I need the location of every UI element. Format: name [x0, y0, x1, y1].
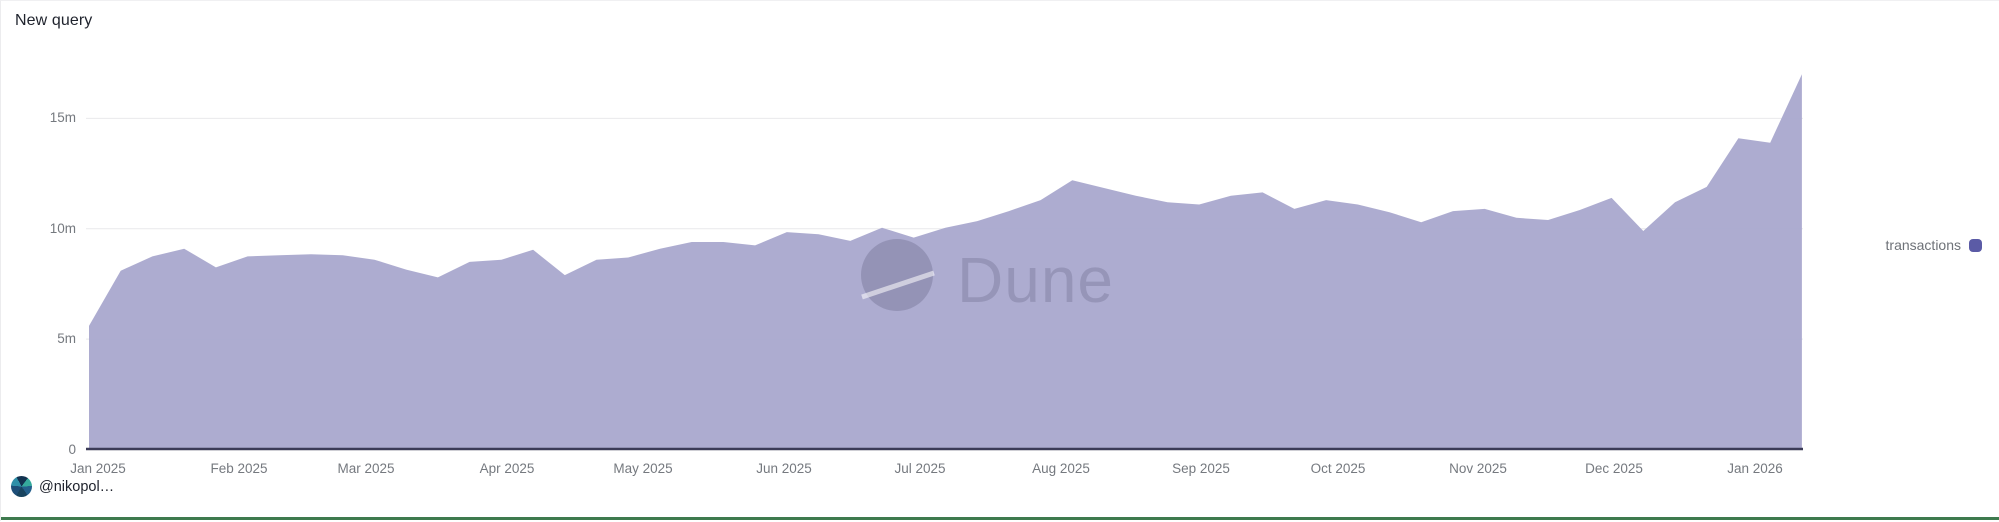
author-footer: @nikopol…	[11, 476, 114, 497]
legend-label: transactions	[1885, 237, 1961, 253]
legend: transactions	[1886, 237, 1982, 253]
y-axis-tick-label: 0	[68, 442, 76, 457]
x-axis-tick-label: Jul 2025	[894, 461, 946, 476]
dune-logo-slash	[861, 270, 935, 300]
x-axis-tick-label: Apr 2025	[479, 461, 535, 476]
x-axis-tick-label: Nov 2025	[1449, 461, 1507, 476]
x-axis-tick-label: Jan 2025	[70, 461, 126, 476]
dune-watermark: Dune	[861, 239, 1114, 316]
x-axis-tick-label: Sep 2025	[1172, 461, 1230, 476]
y-axis-tick-label: 15m	[49, 110, 76, 125]
bottom-accent-divider	[1, 517, 1999, 520]
y-axis-tick-label: 10m	[49, 221, 76, 236]
area-series-transactions[interactable]	[89, 74, 1802, 450]
x-axis-tick-label: Mar 2025	[337, 461, 395, 476]
x-axis-tick-label: Feb 2025	[210, 461, 268, 476]
x-axis-tick-label: Aug 2025	[1032, 461, 1090, 476]
legend-item-transactions[interactable]: transactions	[1886, 237, 1982, 253]
x-axis-tick-label: Dec 2025	[1585, 461, 1643, 476]
legend-marker-icon	[1969, 238, 1982, 252]
y-axis-tick-label: 5m	[57, 331, 76, 346]
x-axis-tick-label: Jun 2025	[756, 461, 812, 476]
avatar[interactable]	[11, 476, 32, 497]
x-axis-tick-label: Oct 2025	[1310, 461, 1366, 476]
page-title: New query	[15, 12, 93, 29]
x-axis-tick-label: Jan 2026	[1727, 461, 1783, 476]
username-link[interactable]: @nikopol…	[39, 478, 115, 495]
x-axis-tick-label: May 2025	[613, 461, 673, 476]
dune-watermark-text: Dune	[957, 244, 1114, 316]
